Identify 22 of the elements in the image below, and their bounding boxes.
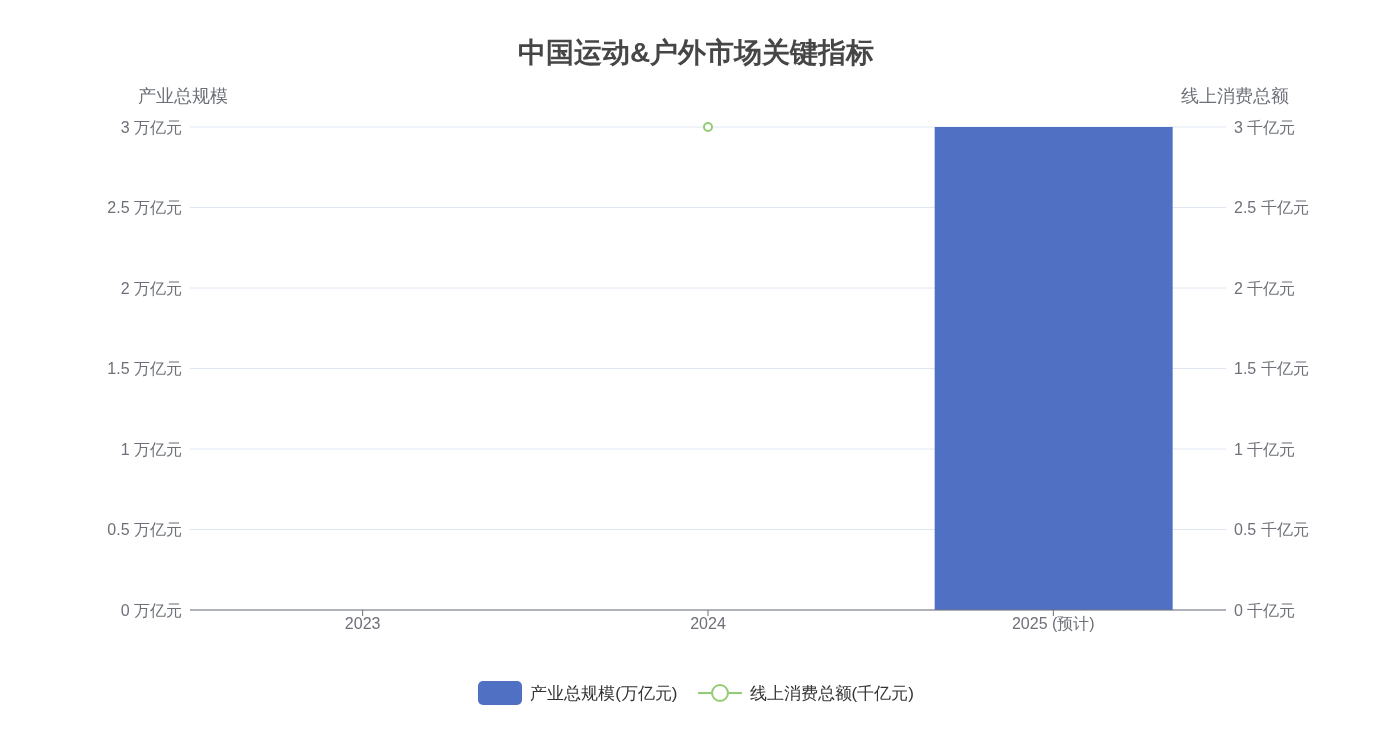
y2-tick-label: 1.5 千亿元 xyxy=(1234,360,1309,378)
y-tick-label: 1 万亿元 xyxy=(120,440,182,458)
y2-tick-label: 1 千亿元 xyxy=(1234,440,1296,458)
y2-tick-label: 0.5 千亿元 xyxy=(1234,521,1309,539)
x-tick-label: 2025 (预计) xyxy=(1011,615,1095,633)
y-tick-label: 2.5 万亿元 xyxy=(107,199,182,217)
y2-tick-label: 2 千亿元 xyxy=(1234,279,1296,297)
y2-tick-label: 3 千亿元 xyxy=(1234,118,1296,136)
x-tick-label: 2024 xyxy=(690,615,726,633)
y2-axis-title: 线上消费总额 xyxy=(1181,85,1289,108)
y-tick-label: 0.5 万亿元 xyxy=(107,521,182,539)
y2-tick-label: 2.5 千亿元 xyxy=(1234,199,1309,217)
y-tick-label: 2 万亿元 xyxy=(120,279,182,297)
y-tick-label: 0 万亿元 xyxy=(120,601,182,619)
y-axis-title: 产业总规模 xyxy=(138,85,228,108)
y-tick-label: 3 万亿元 xyxy=(120,118,182,136)
legend-label: 产业总规模(万亿元) xyxy=(530,682,678,705)
x-tick-label: 2023 xyxy=(344,615,381,633)
legend-label: 线上消费总额(千亿元) xyxy=(749,682,914,705)
y2-tick-label: 0 千亿元 xyxy=(1234,601,1296,619)
y-tick-label: 1.5 万亿元 xyxy=(107,360,182,378)
chart-title: 中国运动&户外市场关键指标 xyxy=(516,36,876,70)
